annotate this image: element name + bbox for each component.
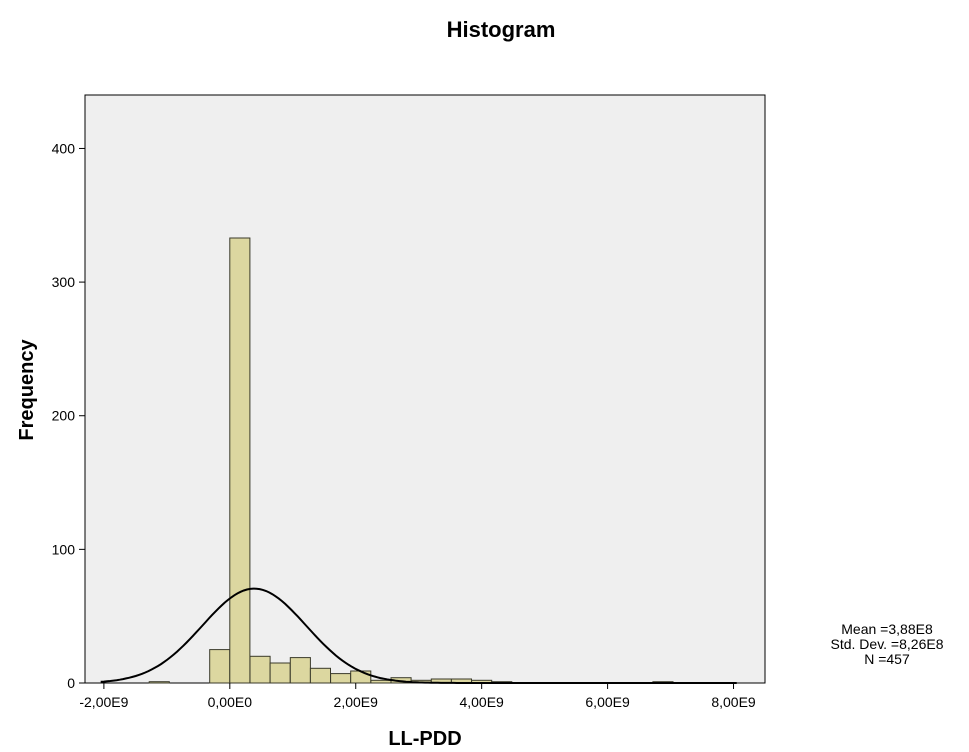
y-tick-label: 300	[52, 274, 76, 290]
histogram-bar	[269, 662, 291, 684]
histogram-bar	[148, 681, 170, 684]
bars-layer	[148, 237, 674, 684]
x-tick-label: 2,00E9	[334, 694, 379, 710]
y-tick-label: 100	[52, 541, 76, 557]
histogram-bar	[350, 670, 372, 684]
histogram-bar	[249, 655, 271, 684]
n-stat: N =457	[864, 651, 910, 667]
x-tick-label: 6,00E9	[585, 694, 630, 710]
normal-curve	[100, 587, 737, 684]
x-tick-label: 8,00E9	[711, 694, 756, 710]
y-tick-label: 400	[52, 140, 76, 156]
plot-area	[84, 94, 766, 684]
histogram-bar	[289, 657, 311, 684]
x-tick-label: -2,00E9	[79, 694, 128, 710]
y-axis-title: Frequency	[16, 339, 38, 441]
histogram-bar	[309, 667, 331, 684]
std-dev-stat: Std. Dev. =8,26E8	[830, 636, 944, 652]
histogram-bar	[229, 237, 251, 684]
y-tick-label: 0	[67, 675, 75, 691]
x-tick-label: 0,00E0	[208, 694, 253, 710]
histogram-bar	[330, 673, 352, 684]
histogram-bar	[370, 679, 392, 684]
y-tick-label: 200	[52, 408, 76, 424]
x-tick-label: 4,00E9	[459, 694, 504, 710]
summary-statistics: Mean =3,88E8 Std. Dev. =8,26E8 N =457	[812, 622, 962, 667]
histogram-bar	[209, 649, 231, 684]
mean-stat: Mean =3,88E8	[841, 621, 933, 637]
axis-layer: 0 100 200 300 400 -2,00E9 0,00E0 2,00E9 4,00E9 6,…	[52, 140, 756, 710]
x-axis-title: LL-PDD	[388, 728, 461, 750]
chart-title: Histogram	[447, 17, 556, 42]
